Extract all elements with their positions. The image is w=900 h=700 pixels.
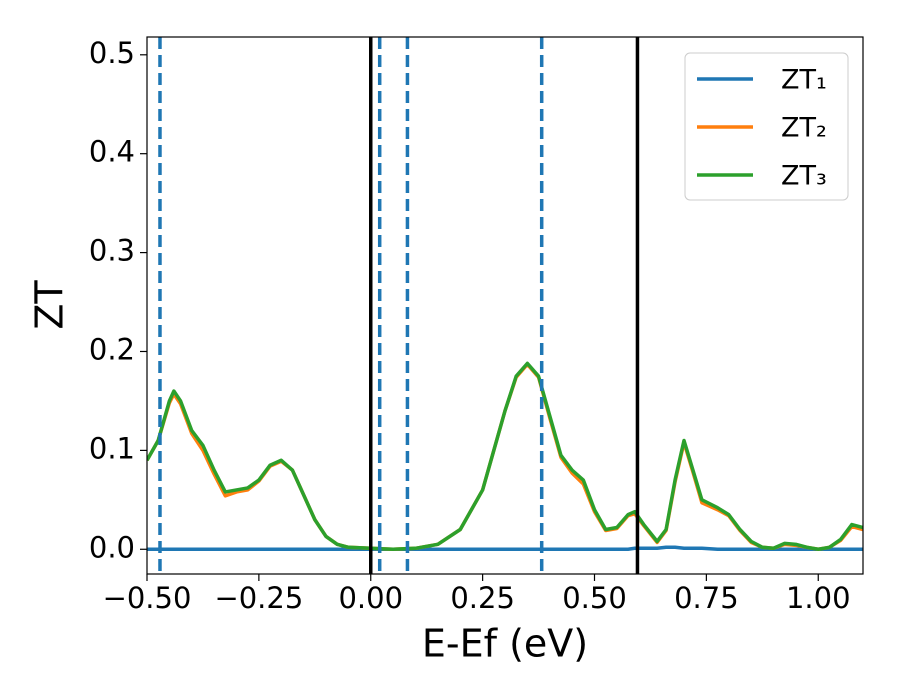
y-tick-label: 0.4 xyxy=(89,135,135,169)
series-line xyxy=(147,545,863,552)
x-tick-label: 1.00 xyxy=(786,581,851,615)
x-tick-label: 0.75 xyxy=(674,581,739,615)
x-tick-label: −0.25 xyxy=(214,581,303,615)
x-tick-label: 0.25 xyxy=(450,581,515,615)
y-tick-label: 0.3 xyxy=(89,234,135,268)
legend-label: ZT₃ xyxy=(781,161,827,192)
x-tick-label: −0.50 xyxy=(103,581,192,615)
y-tick-label: 0.0 xyxy=(89,530,135,564)
y-axis-label: ZT xyxy=(28,280,72,330)
x-tick-label: 0.00 xyxy=(338,581,403,615)
plot-area xyxy=(147,37,863,574)
x-tick-label: 0.50 xyxy=(562,581,627,615)
axes-frame xyxy=(146,36,864,575)
x-axis-label: E-Ef (eV) xyxy=(422,622,588,666)
legend-box xyxy=(684,52,849,201)
legend-label: ZT₁ xyxy=(781,65,827,96)
y-tick-label: 0.2 xyxy=(89,332,135,366)
y-tick-label: 0.5 xyxy=(89,36,135,70)
y-tick-label: 0.1 xyxy=(89,431,135,465)
series-line xyxy=(147,361,863,552)
legend-label: ZT₂ xyxy=(781,113,827,144)
series-line xyxy=(147,362,863,552)
